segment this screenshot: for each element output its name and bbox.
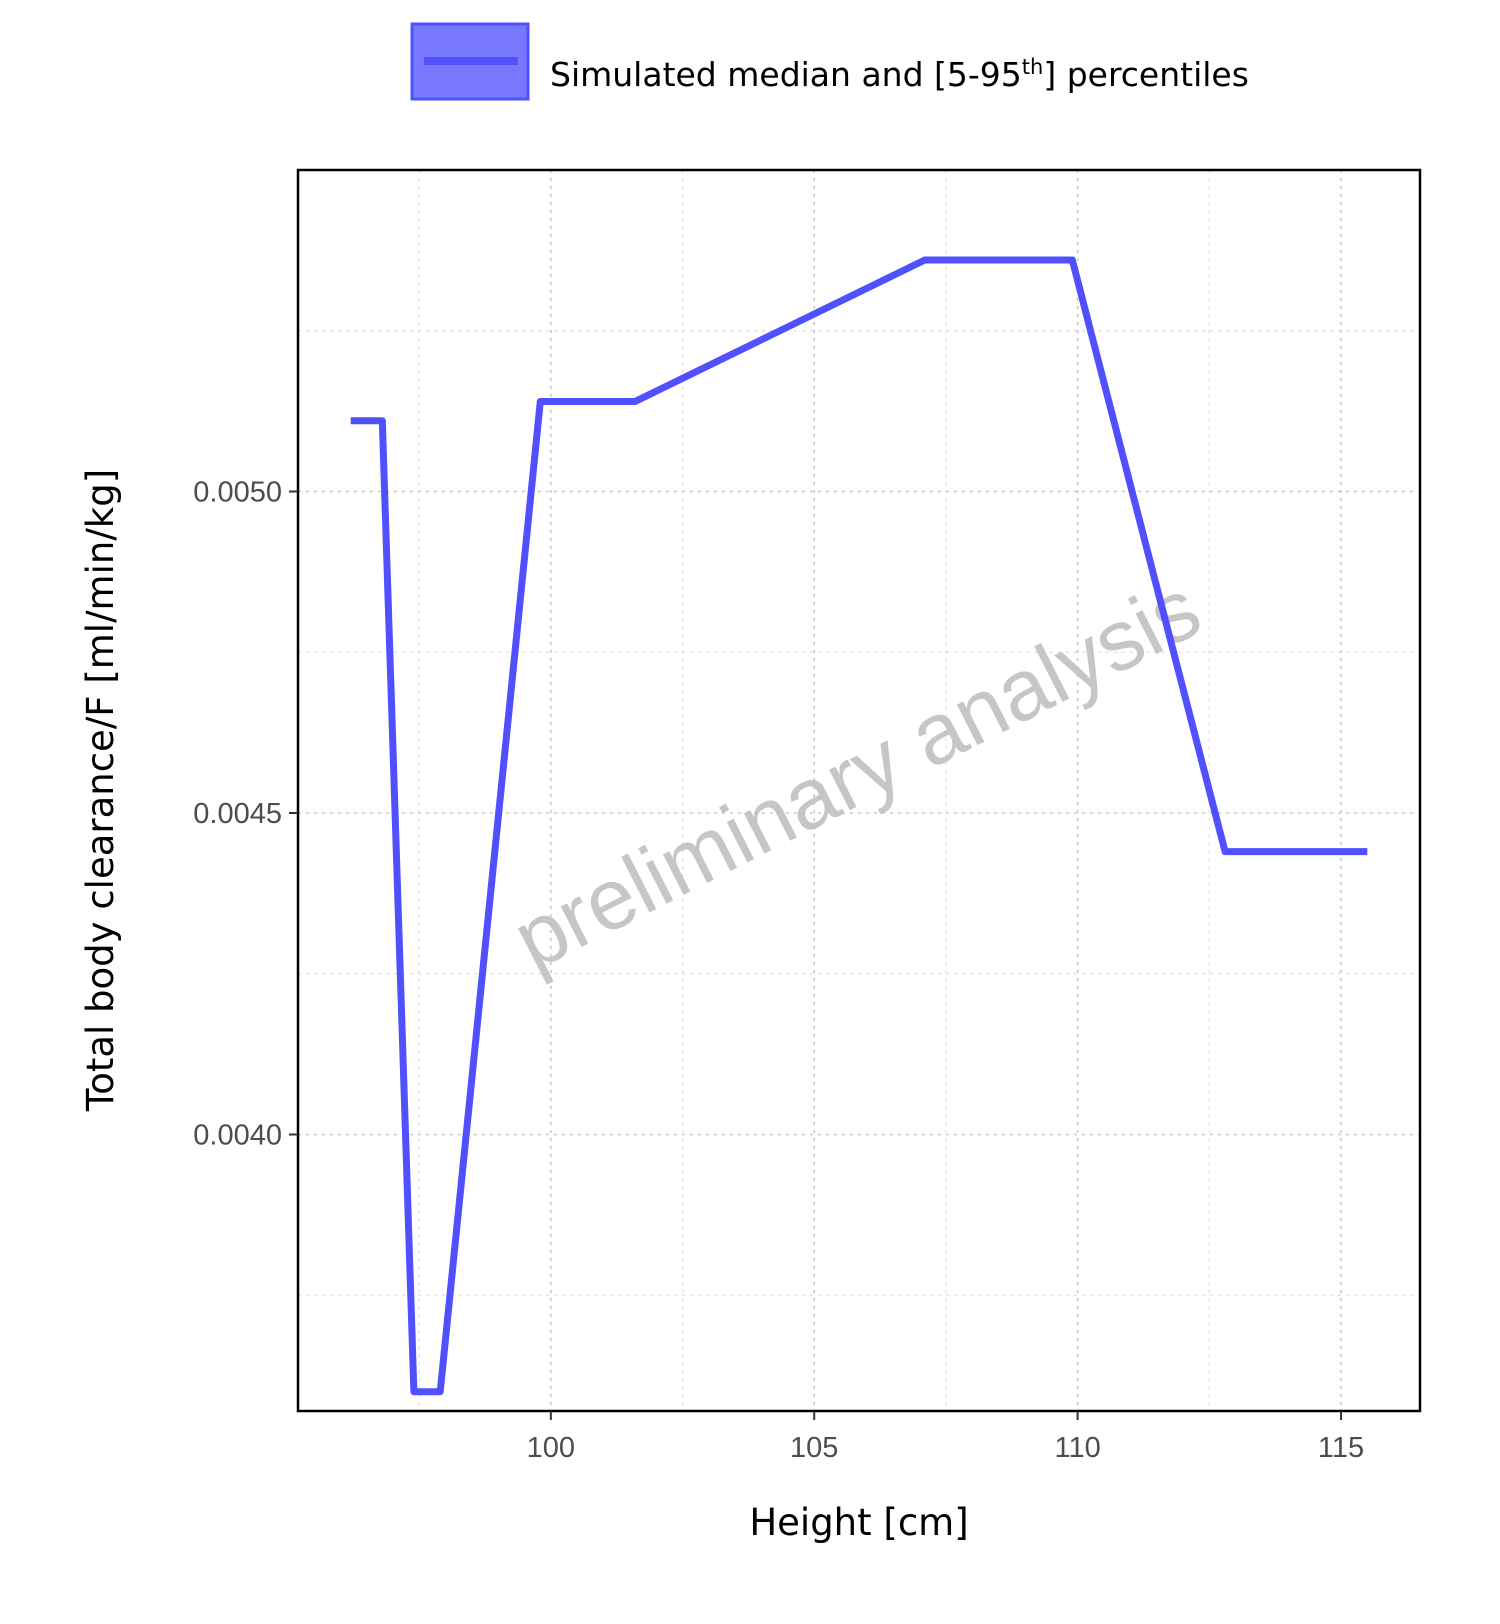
y-tick-label: 0.0050 (193, 477, 282, 509)
x-tick-label: 100 (527, 1432, 575, 1464)
watermark-layer: preliminary analysis (499, 560, 1215, 988)
panel-border (296, 168, 1422, 1413)
y-tick-label: 0.0045 (193, 798, 282, 830)
grid (298, 170, 1420, 1411)
legend-label-end: ] percentiles (1043, 55, 1249, 94)
watermark: preliminary analysis (499, 560, 1215, 988)
axes (296, 168, 1422, 1413)
series-layer (350, 256, 1368, 1396)
y-ticks: 0.0040 0.0045 0.0050 (193, 477, 298, 1152)
x-axis-title: Height [cm] (749, 1501, 968, 1544)
y-tick-label: 0.0040 (193, 1120, 282, 1152)
x-tick-label: 105 (790, 1432, 838, 1464)
x-tick-label: 115 (1318, 1432, 1364, 1464)
legend-label-main: Simulated median and [5-95 (550, 55, 1022, 94)
legend-label-sup: th (1022, 55, 1044, 79)
series-line-median (350, 256, 1368, 1396)
x-tick-label: 110 (1054, 1432, 1100, 1464)
y-axis-title: Total body clearance/F [ml/min/kg] (79, 469, 122, 1112)
x-ticks: 100 105 110 115 (527, 1411, 1364, 1464)
legend-label: Simulated median and [5-95th] percentile… (550, 55, 1249, 94)
legend: Simulated median and [5-95th] percentile… (410, 22, 1249, 101)
